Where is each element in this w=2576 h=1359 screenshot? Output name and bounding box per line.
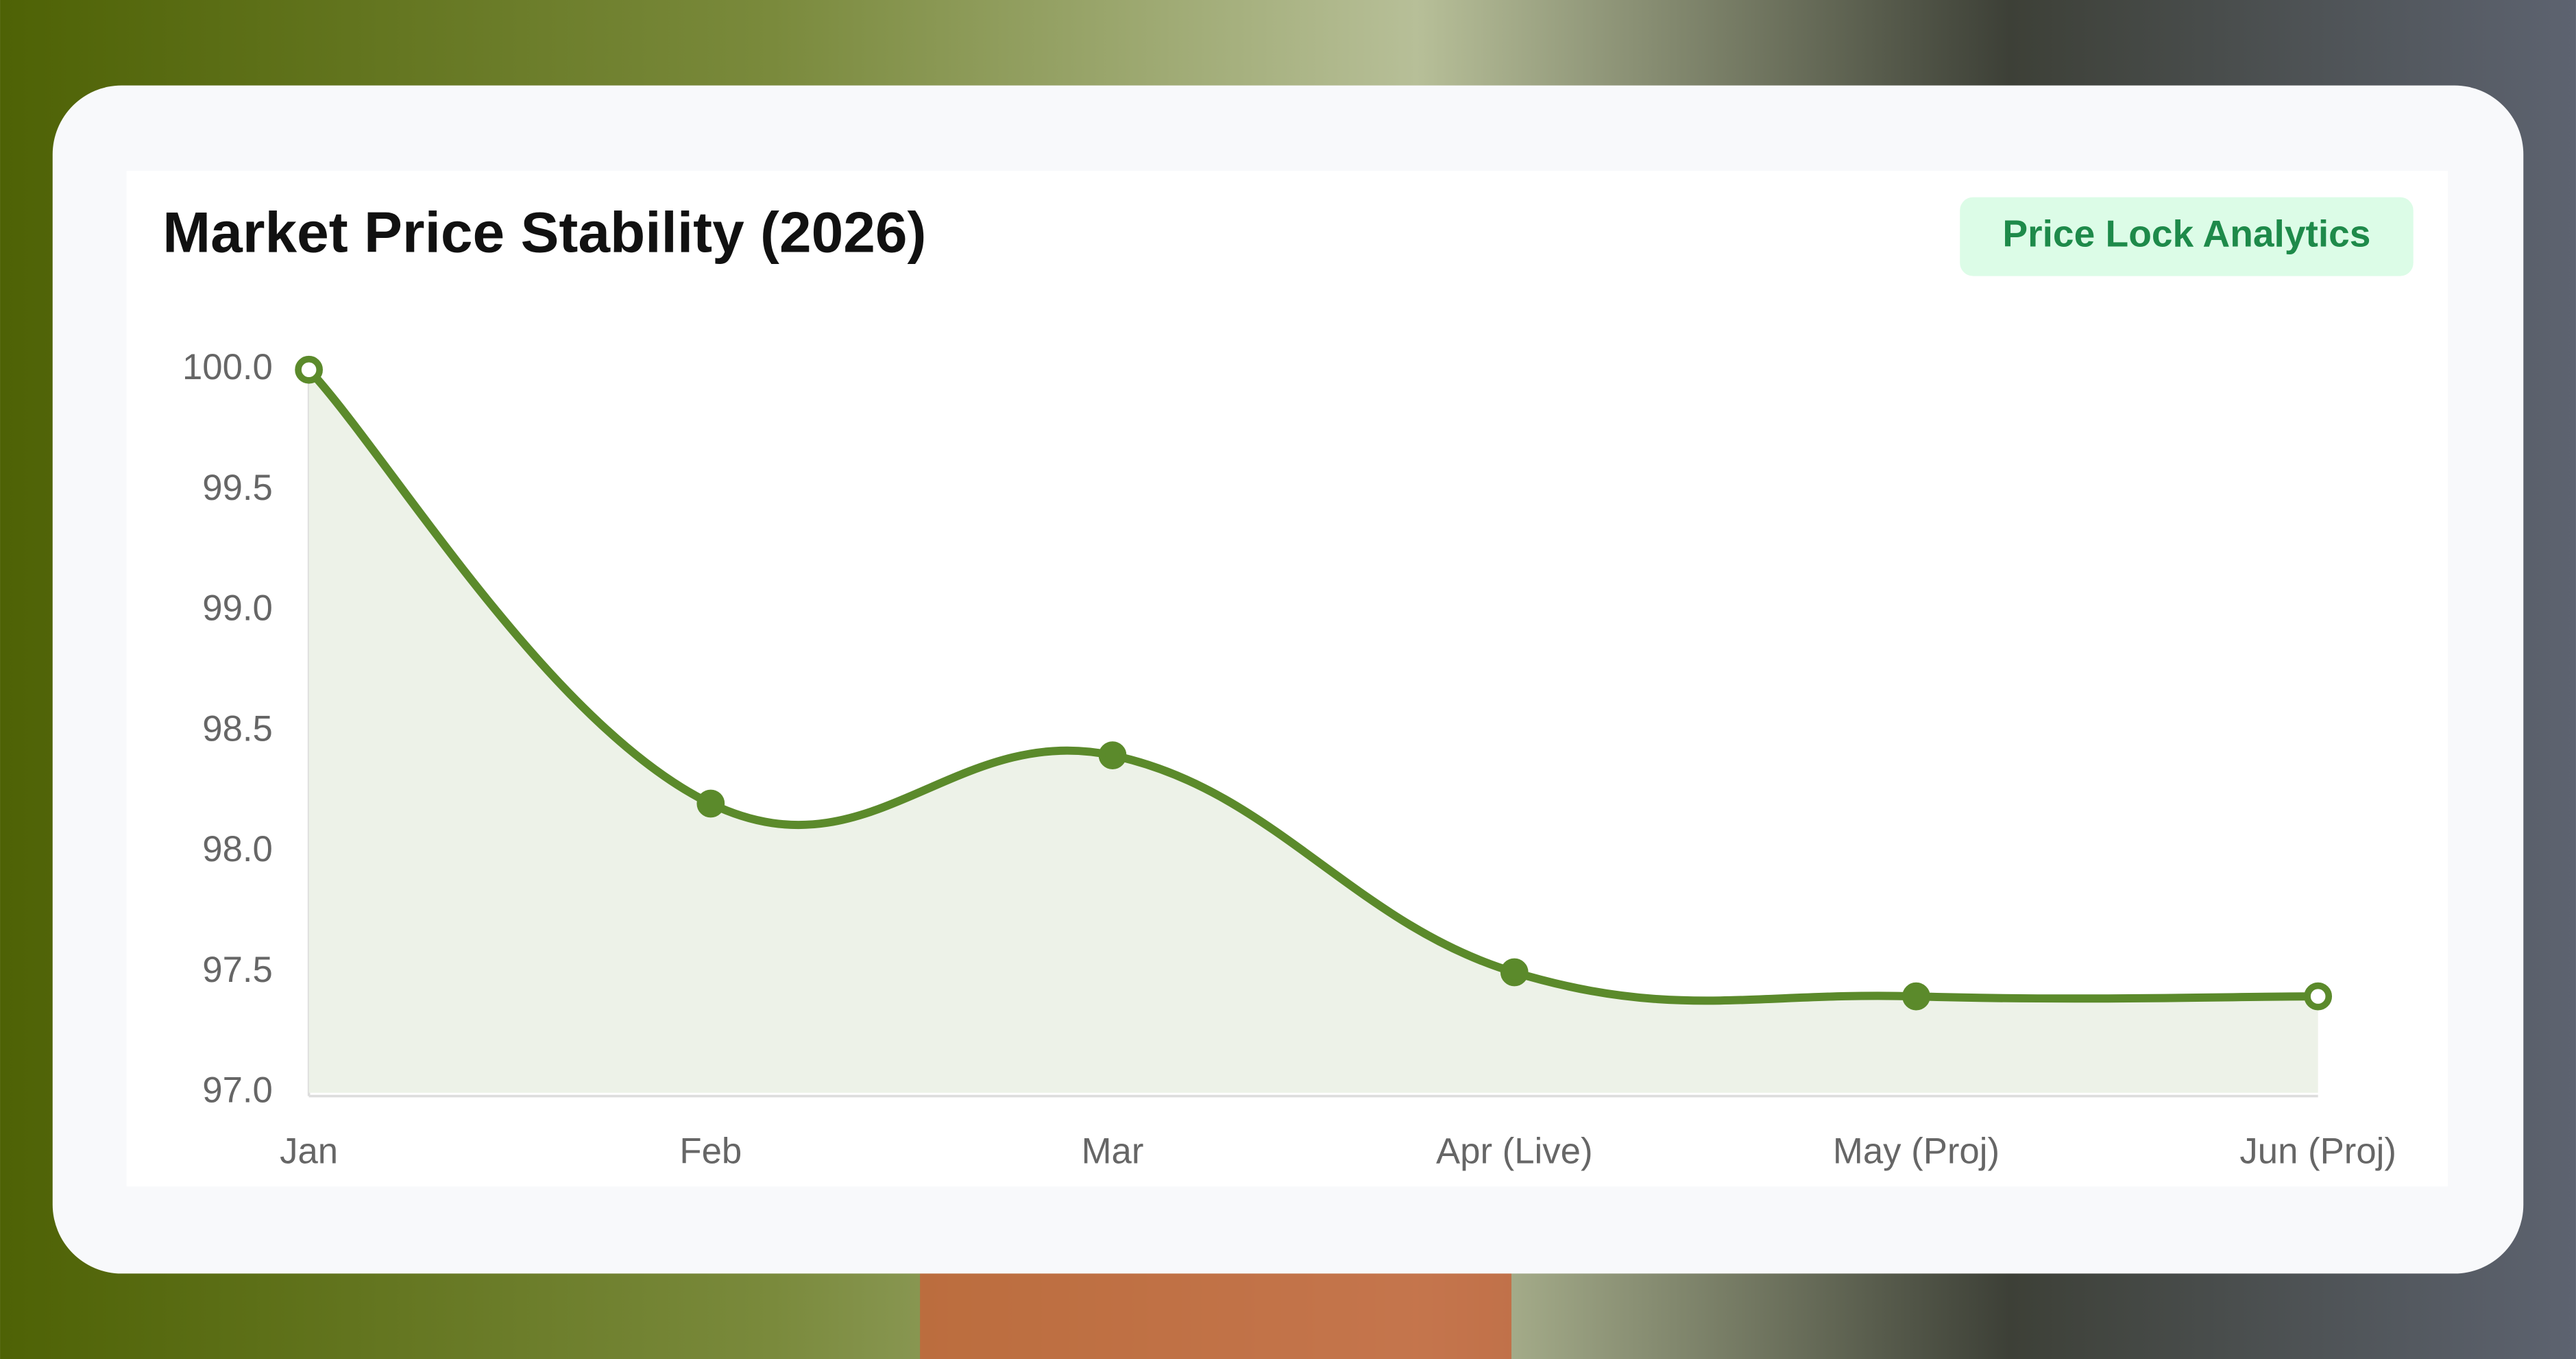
x-tick-label: Apr (Live) [1436,1131,1593,1171]
line-area [308,370,2318,1093]
point [295,355,323,384]
y-tick-label: 97.0 [202,1070,273,1111]
background-decor [920,1265,1511,1359]
x-tick-label: Mar [1082,1131,1144,1171]
y-tick-label: 98.0 [202,829,273,869]
point [2304,982,2333,1011]
y-tick-label: 99.0 [202,588,273,629]
line [304,365,2322,1005]
point [1902,982,1930,1011]
plot: 97.0 97.5 98.0 98.5 99.0 99.5 100.0 Jan Feb Mar Ap… [182,347,2396,1171]
point [1098,741,1127,770]
badge-label: Price Lock Analytics [2002,213,2370,255]
y-tick-label: 100.0 [182,347,273,387]
y-tick-label: 98.5 [202,708,273,749]
y-tick-label: 97.5 [202,950,273,990]
badge [1960,197,2414,276]
chart-title: Market Price Stability (2026) [162,200,926,264]
point [696,789,725,818]
x-tick-label: Jun (Proj) [2239,1131,2396,1171]
x-tick-label: May (Proj) [1833,1131,2000,1171]
x-tick-label: Feb [679,1131,742,1171]
y-tick-label: 99.5 [202,468,273,508]
x-tick-label: Jan [280,1131,338,1171]
point [1500,958,1529,987]
